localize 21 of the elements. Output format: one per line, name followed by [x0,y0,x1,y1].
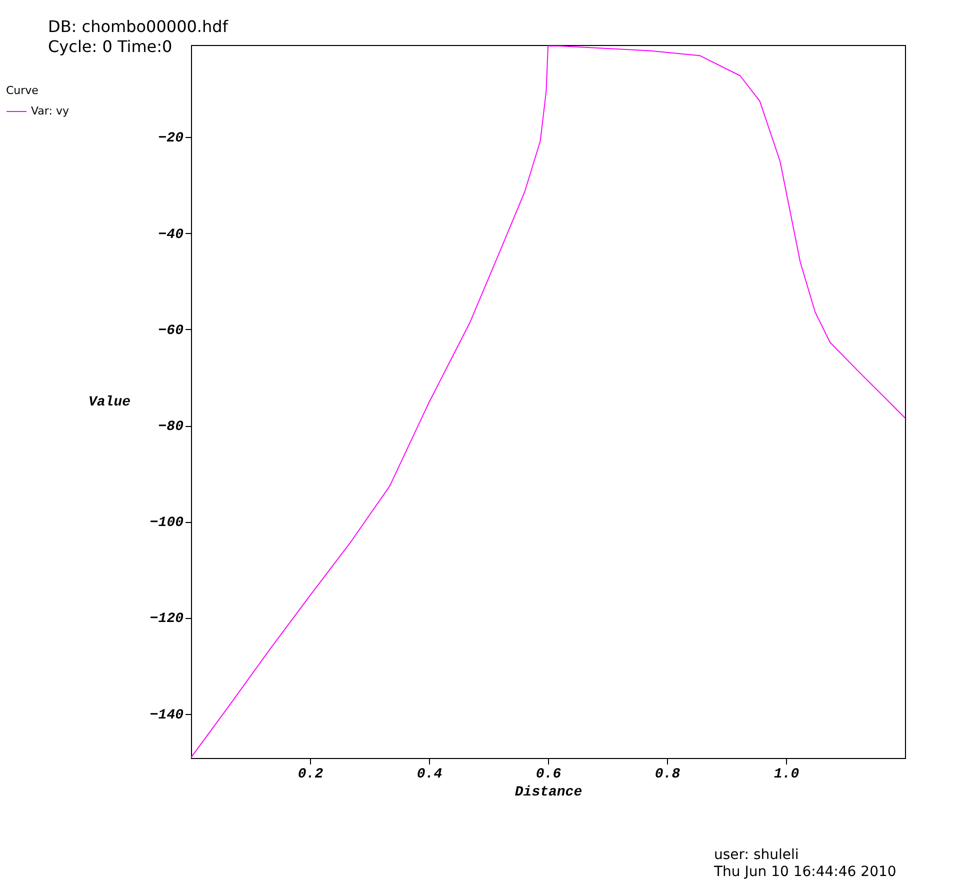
x-axis-title: Distance [514,784,582,800]
y-axis-title: Value [88,394,131,410]
x-tick-label: 0.6 [536,766,562,782]
x-tick-label: 0.2 [298,766,324,782]
text: Cycle: 0 Time:0 [48,37,172,56]
text: Thu Jun 10 16:44:46 2010 [713,864,896,880]
y-tick-label: −40 [158,226,184,243]
y-tick-label: −120 [150,611,184,628]
y-tick-label: −140 [150,707,184,724]
y-tick-label: −60 [158,322,184,339]
x-tick-label: 0.4 [416,766,442,782]
x-tick-label: 0.8 [654,766,681,782]
y-tick-label: −100 [150,515,184,532]
line-series [190,45,906,758]
legend-title: Curve [6,84,39,97]
y-tick-label: −80 [158,419,184,436]
text: DB: chombo00000.hdf [48,17,228,36]
text: user: shuleli [714,847,799,863]
legend-label: Var: vy [31,104,70,118]
x-tick-label: 1.0 [774,766,800,782]
y-tick-label: −20 [158,130,184,147]
